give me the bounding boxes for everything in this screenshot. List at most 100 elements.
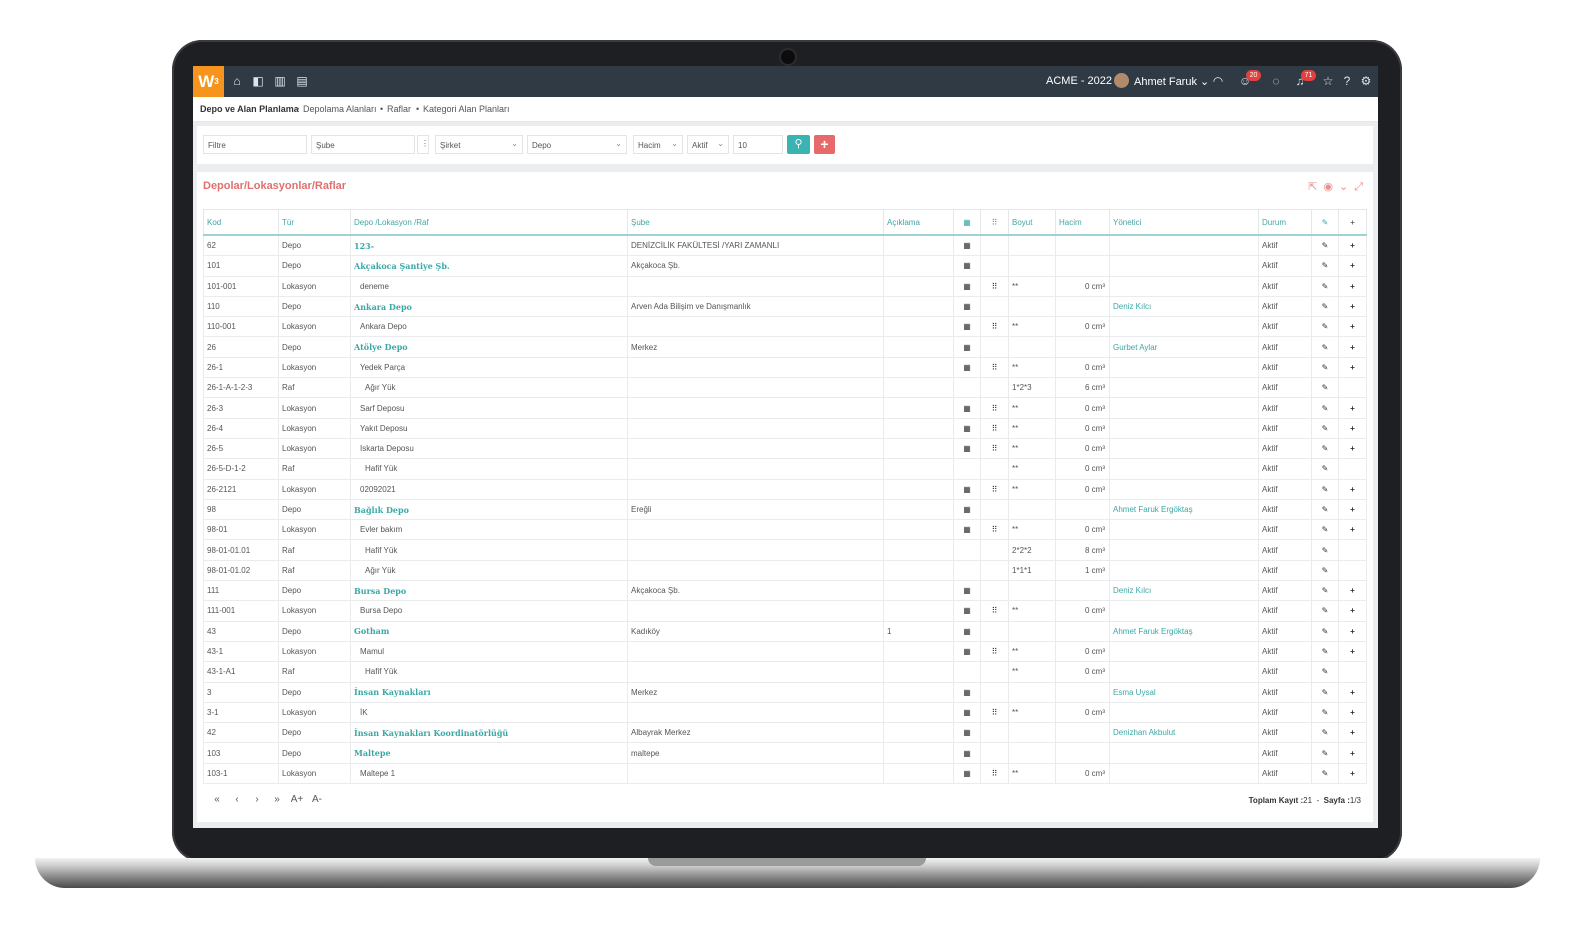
aktif-select[interactable]: Aktif ⌄: [687, 135, 729, 154]
dots-grid-icon[interactable]: [980, 661, 1009, 683]
table-row[interactable]: 43 Depo Gotham Kadıköy 1 ▦ Ahmet Faruk Ergökta…: [203, 620, 1367, 642]
breadcrumb-item[interactable]: Depo ve Alan Planlama: [200, 104, 299, 114]
cell-name[interactable]: Hafif Yük: [350, 661, 628, 683]
add-child-icon[interactable]: +: [1338, 580, 1367, 602]
grid-icon[interactable]: ▦: [953, 397, 981, 419]
calendar-icon[interactable]: ▤: [296, 74, 308, 88]
first-page-button[interactable]: «: [214, 794, 220, 805]
table-row[interactable]: 101 Depo Akçakoca Şantiye Şb. Akçakoca Şb. ▦…: [203, 255, 1367, 277]
cell-name[interactable]: Bağlık Depo: [350, 498, 628, 521]
col-hacim[interactable]: Hacim: [1055, 209, 1110, 236]
dots-grid-icon[interactable]: ⠿: [980, 316, 1009, 338]
dots-grid-icon[interactable]: [980, 580, 1009, 602]
add-button[interactable]: +: [814, 135, 835, 154]
dots-grid-icon[interactable]: [980, 539, 1009, 561]
table-row[interactable]: 3-1 Lokasyon İK ▦ ⠿ ** 0 cm³ Aktif ✎ +: [203, 701, 1367, 724]
add-child-icon[interactable]: +: [1338, 478, 1367, 500]
cell-name[interactable]: Ankara Depo: [350, 295, 628, 318]
cell-name[interactable]: Hafif Yük: [350, 458, 628, 480]
chat-icon[interactable]: ◌: [1272, 74, 1280, 88]
edit-icon[interactable]: ✎: [1311, 620, 1339, 642]
box-icon[interactable]: ◧: [252, 74, 264, 88]
dots-grid-icon[interactable]: ⠿: [980, 356, 1009, 379]
grid-icon[interactable]: ▦: [953, 255, 981, 277]
table-row[interactable]: 103-1 Lokasyon Maltepe 1 ▦ ⠿ ** 0 cm³ Aktif ✎ +: [203, 762, 1367, 785]
add-child-icon[interactable]: +: [1338, 620, 1367, 642]
edit-icon[interactable]: ✎: [1311, 458, 1339, 480]
add-child-icon[interactable]: +: [1338, 397, 1367, 419]
add-child-icon[interactable]: [1338, 377, 1367, 399]
headset-icon[interactable]: ◠: [1212, 74, 1224, 88]
grid-icon[interactable]: [953, 559, 981, 582]
grid-icon[interactable]: [953, 661, 981, 683]
hacim-select[interactable]: Hacim ⌄: [633, 135, 683, 154]
breadcrumb-item[interactable]: Depolama Alanları: [303, 104, 377, 114]
edit-icon[interactable]: ✎: [1311, 478, 1339, 500]
cell-name[interactable]: Yedek Parça: [350, 356, 628, 379]
add-child-icon[interactable]: +: [1338, 356, 1367, 379]
edit-icon[interactable]: ✎: [1311, 600, 1339, 622]
dots-grid-icon[interactable]: ⠿: [980, 275, 1009, 297]
dots-grid-icon[interactable]: [980, 255, 1009, 277]
add-child-icon[interactable]: +: [1338, 234, 1367, 257]
edit-icon[interactable]: ✎: [1311, 336, 1339, 358]
user-menu[interactable]: Ahmet Faruk ⌄: [1134, 75, 1209, 88]
grid-icon[interactable]: ▦: [953, 437, 981, 460]
dots-grid-icon[interactable]: [980, 234, 1009, 257]
dots-grid-icon[interactable]: [980, 620, 1009, 642]
grid-icon[interactable]: ▦: [953, 316, 981, 338]
dots-grid-icon[interactable]: ⠿: [980, 519, 1009, 541]
col-sube[interactable]: Şube: [627, 209, 884, 236]
edit-icon[interactable]: ✎: [1311, 316, 1339, 338]
cell-name[interactable]: Gotham: [350, 620, 628, 642]
table-row[interactable]: 43-1-A1 Raf Hafif Yük ** 0 cm³ Aktif ✎: [203, 661, 1367, 683]
grid-icon[interactable]: ▦: [953, 620, 981, 642]
avatar[interactable]: [1114, 73, 1129, 88]
table-row[interactable]: 110-001 Lokasyon Ankara Depo ▦ ⠿ ** 0 cm³ Aktif…: [203, 316, 1367, 338]
grid-icon[interactable]: [953, 539, 981, 561]
cell-name[interactable]: Akçakoca Şantiye Şb.: [350, 255, 628, 277]
cell-name[interactable]: deneme: [350, 275, 628, 297]
grid-icon[interactable]: ▦: [953, 681, 981, 703]
col-name[interactable]: Depo /Lokasyon /Raf: [350, 209, 628, 236]
add-child-icon[interactable]: +: [1338, 681, 1367, 703]
dots-grid-icon[interactable]: ⠿: [980, 437, 1009, 460]
collapse-icon[interactable]: ⌄: [1338, 181, 1349, 193]
dots-grid-icon[interactable]: [980, 377, 1009, 399]
home-icon[interactable]: ⌂: [233, 74, 241, 88]
dots-grid-icon[interactable]: ⠿: [980, 397, 1009, 419]
cell-name[interactable]: Yakıt Deposu: [350, 417, 628, 439]
add-child-icon[interactable]: +: [1338, 295, 1367, 318]
dots-grid-icon[interactable]: [980, 295, 1009, 318]
cell-name[interactable]: Ağır Yük: [350, 377, 628, 399]
table-row[interactable]: 98-01-01.02 Raf Ağır Yük 1*1*1 1 cm³ Aktif ✎: [203, 559, 1367, 582]
grid-icon[interactable]: ▦: [953, 722, 981, 744]
edit-icon[interactable]: ✎: [1311, 417, 1339, 439]
table-row[interactable]: 26-4 Lokasyon Yakıt Deposu ▦ ⠿ ** 0 cm³ Aktif ✎ +: [203, 417, 1367, 439]
edit-icon[interactable]: ✎: [1311, 295, 1339, 318]
cell-name[interactable]: İK: [350, 701, 628, 724]
add-child-icon[interactable]: [1338, 559, 1367, 582]
dots-grid-icon[interactable]: ⠿: [980, 640, 1009, 663]
edit-icon[interactable]: ✎: [1311, 701, 1339, 724]
cell-name[interactable]: Evler bakım: [350, 519, 628, 541]
font-decrease-button[interactable]: A-: [312, 794, 322, 805]
sube-select[interactable]: Şube: [311, 135, 415, 154]
chart-icon[interactable]: ▥: [274, 74, 286, 88]
edit-icon[interactable]: ✎: [1311, 377, 1339, 399]
grid-icon[interactable]: ▦: [953, 640, 981, 663]
star-icon[interactable]: ☆: [1322, 74, 1334, 88]
table-row[interactable]: 62 Depo 123- DENİZCİLİK FAKÜLTESİ /YARI ZAM…: [203, 234, 1367, 257]
cell-name[interactable]: Hafif Yük: [350, 539, 628, 561]
edit-icon[interactable]: ✎: [1311, 661, 1339, 683]
table-row[interactable]: 26-5 Lokasyon Iskarta Deposu ▦ ⠿ ** 0 cm³ Aktif…: [203, 437, 1367, 460]
table-row[interactable]: 103 Depo Maltepe maltepe ▦ Aktif ✎ +: [203, 742, 1367, 764]
col-boyut[interactable]: Boyut: [1008, 209, 1056, 236]
add-child-icon[interactable]: +: [1338, 498, 1367, 521]
table-row[interactable]: 98-01-01.01 Raf Hafif Yük 2*2*2 8 cm³ Aktif ✎: [203, 539, 1367, 561]
add-child-icon[interactable]: +: [1338, 722, 1367, 744]
edit-icon[interactable]: ✎: [1311, 519, 1339, 541]
edit-icon[interactable]: ✎: [1311, 539, 1339, 561]
grid-icon[interactable]: ▦: [953, 600, 981, 622]
